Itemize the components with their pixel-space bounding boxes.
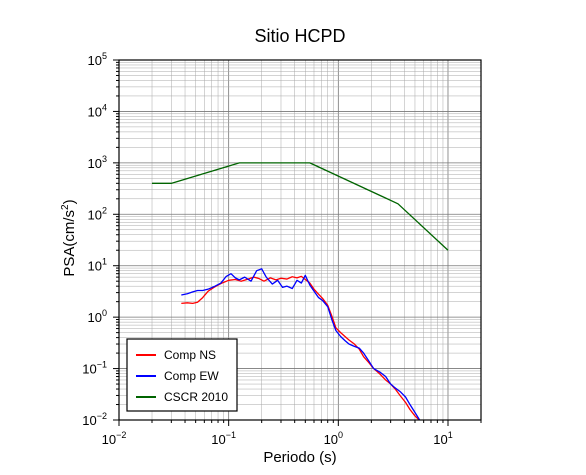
series-lines xyxy=(152,162,449,420)
y-tick-label: 104 xyxy=(88,102,107,119)
y-tick-label: 102 xyxy=(88,205,107,222)
y-tick-label: 10−1 xyxy=(82,360,107,377)
series-line-comp-ew xyxy=(181,268,421,420)
legend-label: Comp EW xyxy=(164,369,219,383)
y-axis-label-close: ) xyxy=(61,199,78,204)
chart-title: Sitio HCPD xyxy=(254,26,345,46)
x-axis-label: Periodo (s) xyxy=(263,449,336,466)
y-tick-label: 105 xyxy=(88,51,107,68)
legend-label: Comp NS xyxy=(164,348,216,362)
legend-label: CSCR 2010 xyxy=(164,390,228,404)
y-axis-ticks: 10−2 10−1 100 101 102 103 104 105 xyxy=(82,51,119,428)
series-line-cscr-2010 xyxy=(152,162,449,251)
plot-frame xyxy=(118,59,482,421)
y-tick-label: 103 xyxy=(88,154,107,171)
x-tick-label: 100 xyxy=(324,430,343,447)
y-tick-label: 10−2 xyxy=(82,411,107,428)
y-tick-label: 101 xyxy=(88,257,107,274)
y-axis-label-sup: 2 xyxy=(60,204,71,210)
x-axis-ticks: 10−2 10−1 100 101 xyxy=(102,420,482,447)
legend: Comp NS Comp EW CSCR 2010 xyxy=(126,338,238,412)
y-tick-label: 100 xyxy=(88,308,107,325)
x-tick-label: 10−2 xyxy=(102,430,127,447)
x-tick-label: 10−1 xyxy=(211,430,236,447)
y-axis-label-main: PSA(cm/s xyxy=(61,210,78,277)
x-tick-label: 101 xyxy=(433,430,452,447)
y-axis-label: PSA(cm/s2) xyxy=(60,199,78,276)
series-line-comp-ns xyxy=(181,275,421,420)
